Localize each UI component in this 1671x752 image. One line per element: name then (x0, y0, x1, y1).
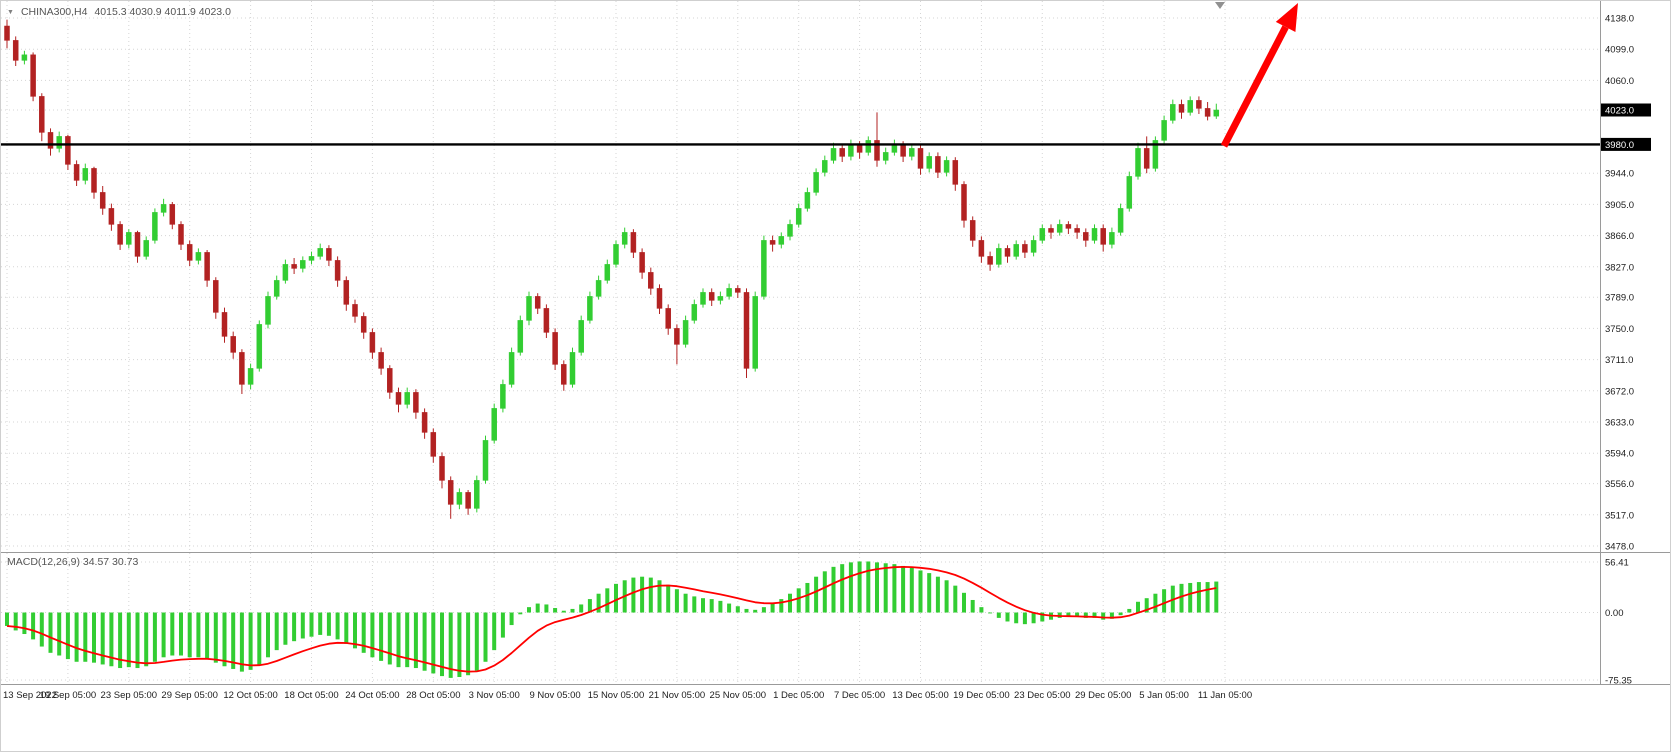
panel-separators (1, 1, 1670, 685)
symbol-timeframe-label: CHINA300,H4 (20, 6, 88, 18)
svg-text:3594.0: 3594.0 (1605, 449, 1634, 460)
svg-text:11 Jan 05:00: 11 Jan 05:00 (1198, 690, 1252, 701)
svg-text:19 Sep 05:00: 19 Sep 05:00 (40, 690, 97, 701)
svg-text:0.00: 0.00 (1605, 608, 1624, 619)
svg-text:18 Oct 05:00: 18 Oct 05:00 (284, 690, 338, 701)
macd-indicator-label: MACD(12,26,9) 34.57 30.73 (7, 556, 139, 568)
svg-text:13 Dec 05:00: 13 Dec 05:00 (892, 690, 949, 701)
svg-text:3517.0: 3517.0 (1605, 510, 1634, 521)
macd-signal-line (6, 566, 1217, 673)
svg-text:3866.0: 3866.0 (1605, 231, 1634, 242)
svg-text:3827.0: 3827.0 (1605, 262, 1634, 273)
price-axis[interactable]: 4138.0 4099.0 4060.0 3944.0 3905.0 3866.0 3827… (1601, 14, 1651, 687)
svg-text:3980.0: 3980.0 (1605, 140, 1634, 151)
svg-text:21 Nov 05:00: 21 Nov 05:00 (649, 690, 706, 701)
svg-text:3944.0: 3944.0 (1605, 169, 1634, 180)
svg-text:28 Oct 05:00: 28 Oct 05:00 (406, 690, 460, 701)
svg-text:13 Sep 2022: 13 Sep 2022 (3, 690, 57, 701)
svg-text:3905.0: 3905.0 (1605, 200, 1634, 211)
trend-arrow-annotation[interactable] (1220, 3, 1298, 148)
svg-text:5 Jan 05:00: 5 Jan 05:00 (1139, 690, 1189, 701)
svg-text:12 Oct 05:00: 12 Oct 05:00 (223, 690, 277, 701)
svg-text:25 Nov 05:00: 25 Nov 05:00 (710, 690, 767, 701)
price-badge (1601, 137, 1651, 151)
svg-text:15 Nov 05:00: 15 Nov 05:00 (588, 690, 645, 701)
svg-text:3672.0: 3672.0 (1605, 386, 1634, 397)
svg-text:7 Dec 05:00: 7 Dec 05:00 (834, 690, 885, 701)
candles-layer (4, 19, 1220, 519)
svg-text:3711.0: 3711.0 (1605, 355, 1633, 366)
svg-text:4099.0: 4099.0 (1605, 45, 1634, 56)
svg-text:24 Oct 05:00: 24 Oct 05:00 (345, 690, 399, 701)
macd-histogram (5, 561, 1219, 678)
chart-shift-marker-icon[interactable] (1215, 2, 1225, 9)
svg-text:4060.0: 4060.0 (1605, 76, 1634, 87)
grid-lines (1, 1, 1600, 685)
svg-text:29 Sep 05:00: 29 Sep 05:00 (161, 690, 218, 701)
ohlc-values-label: 4015.3 4030.9 4011.9 4023.0 (94, 6, 231, 18)
svg-text:3789.0: 3789.0 (1605, 293, 1634, 304)
svg-text:3750.0: 3750.0 (1605, 324, 1634, 335)
svg-text:3 Nov 05:00: 3 Nov 05:00 (469, 690, 520, 701)
svg-text:9 Nov 05:00: 9 Nov 05:00 (529, 690, 580, 701)
svg-text:19 Dec 05:00: 19 Dec 05:00 (953, 690, 1010, 701)
svg-text:4138.0: 4138.0 (1605, 14, 1634, 25)
svg-text:3478.0: 3478.0 (1605, 542, 1634, 553)
svg-text:-75.35: -75.35 (1605, 676, 1632, 687)
price-badge (1601, 103, 1651, 117)
svg-text:29 Dec 05:00: 29 Dec 05:00 (1075, 690, 1132, 701)
svg-text:3556.0: 3556.0 (1605, 479, 1634, 490)
svg-text:23 Dec 05:00: 23 Dec 05:00 (1014, 690, 1071, 701)
svg-text:56.41: 56.41 (1605, 558, 1629, 569)
svg-text:3633.0: 3633.0 (1605, 418, 1634, 429)
svg-text:23 Sep 05:00: 23 Sep 05:00 (101, 690, 158, 701)
chart-title: ▼ CHINA300,H4 4015.3 4030.9 4011.9 4023.… (7, 6, 231, 18)
svg-text:1 Dec 05:00: 1 Dec 05:00 (773, 690, 824, 701)
dropdown-triangle-icon: ▼ (7, 8, 14, 16)
svg-text:4023.0: 4023.0 (1605, 106, 1634, 117)
